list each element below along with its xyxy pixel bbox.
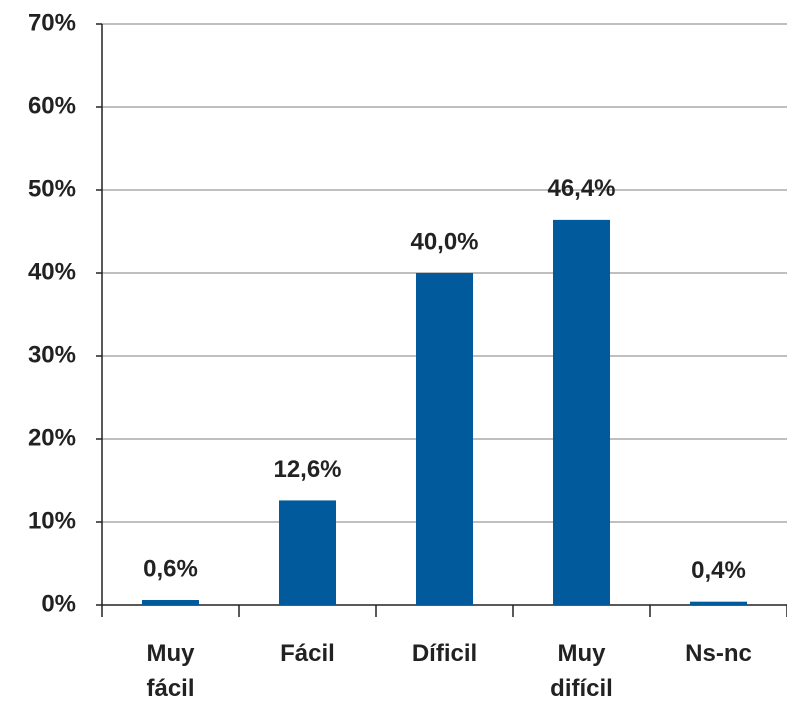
bar: [553, 219, 610, 605]
y-tick-label: 0%: [41, 590, 76, 617]
y-tick-label: 40%: [28, 258, 76, 285]
y-tick-label: 60%: [28, 92, 76, 119]
x-tick-label: Muy difícil: [550, 640, 613, 702]
x-tick-label: Ns-nc: [685, 640, 752, 667]
y-tick-label: 30%: [28, 341, 76, 368]
data-label: 0,4%: [691, 557, 746, 584]
x-tick-label: Muy fácil: [146, 640, 195, 702]
bar: [416, 273, 473, 605]
x-tick-label: Díficil: [412, 640, 477, 667]
y-tick-label: 70%: [28, 9, 76, 36]
data-label: 0,6%: [143, 555, 198, 582]
bar: [690, 601, 747, 605]
bar: [142, 600, 199, 605]
bar: [279, 500, 336, 605]
data-label: 46,4%: [547, 175, 615, 202]
y-tick-label: 20%: [28, 424, 76, 451]
x-tick-label: Fácil: [280, 640, 335, 667]
y-tick-label: 50%: [28, 175, 76, 202]
y-tick-label: 10%: [28, 507, 76, 534]
data-label: 12,6%: [273, 456, 341, 483]
data-label: 40,0%: [410, 228, 478, 255]
